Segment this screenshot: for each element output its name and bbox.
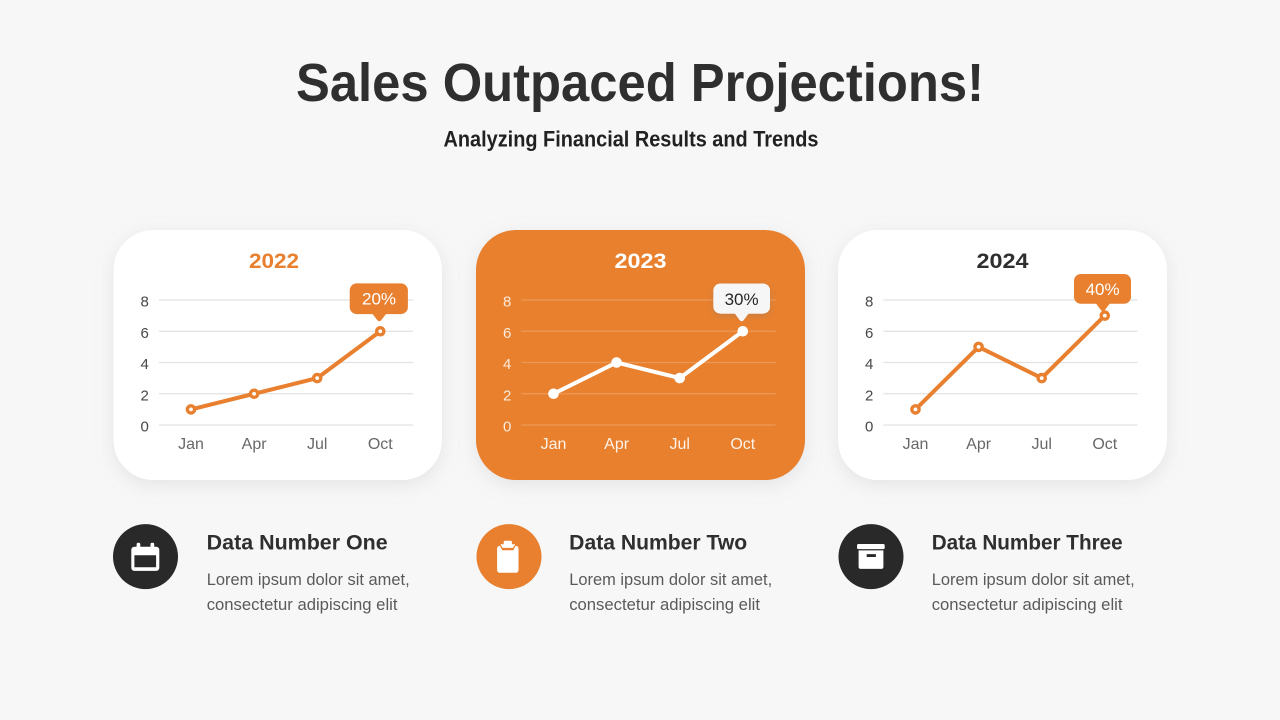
- svg-text:2022: 2022: [249, 250, 299, 273]
- svg-text:Oct: Oct: [1092, 436, 1117, 453]
- svg-text:Jul: Jul: [1031, 436, 1051, 453]
- svg-text:Data Number Two: Data Number Two: [569, 532, 747, 555]
- svg-text:Oct: Oct: [368, 436, 393, 453]
- svg-text:Lorem ipsum dolor sit amet,: Lorem ipsum dolor sit amet,: [569, 570, 772, 589]
- svg-text:Data Number Three: Data Number Three: [932, 532, 1123, 555]
- svg-text:Apr: Apr: [604, 436, 630, 453]
- svg-text:20%: 20%: [362, 290, 396, 309]
- svg-text:2: 2: [503, 387, 511, 404]
- svg-text:8: 8: [140, 294, 148, 311]
- svg-text:consectetur adipiscing elit: consectetur adipiscing elit: [569, 595, 760, 614]
- svg-text:Analyzing Financial Results an: Analyzing Financial Results and Trends: [444, 127, 819, 152]
- svg-text:4: 4: [865, 356, 873, 373]
- svg-text:2: 2: [865, 387, 873, 404]
- svg-text:40%: 40%: [1086, 280, 1120, 299]
- svg-text:Jan: Jan: [541, 436, 567, 453]
- svg-text:Oct: Oct: [730, 436, 755, 453]
- svg-text:0: 0: [865, 419, 873, 436]
- svg-text:consectetur adipiscing elit: consectetur adipiscing elit: [932, 595, 1123, 614]
- svg-text:Jan: Jan: [178, 436, 204, 453]
- svg-text:2023: 2023: [615, 250, 667, 273]
- svg-text:Apr: Apr: [966, 436, 992, 453]
- svg-text:consectetur adipiscing elit: consectetur adipiscing elit: [207, 595, 398, 614]
- svg-text:Jul: Jul: [669, 436, 689, 453]
- svg-text:2024: 2024: [977, 250, 1029, 273]
- svg-text:0: 0: [140, 419, 148, 436]
- svg-text:Lorem ipsum dolor sit amet,: Lorem ipsum dolor sit amet,: [207, 570, 410, 589]
- svg-text:Data Number One: Data Number One: [207, 532, 388, 555]
- svg-text:8: 8: [503, 294, 511, 311]
- svg-text:Sales Outpaced Projections!: Sales Outpaced Projections!: [296, 53, 984, 113]
- svg-text:6: 6: [140, 325, 148, 342]
- svg-text:30%: 30%: [725, 290, 759, 309]
- svg-text:0: 0: [503, 419, 511, 436]
- svg-text:4: 4: [503, 356, 511, 373]
- svg-text:Jan: Jan: [903, 436, 929, 453]
- svg-text:Apr: Apr: [242, 436, 268, 453]
- svg-text:2: 2: [140, 387, 148, 404]
- svg-text:Lorem ipsum dolor sit amet,: Lorem ipsum dolor sit amet,: [932, 570, 1135, 589]
- svg-text:Jul: Jul: [307, 436, 327, 453]
- svg-text:6: 6: [503, 325, 511, 342]
- svg-text:8: 8: [865, 294, 873, 311]
- svg-text:6: 6: [865, 325, 873, 342]
- svg-text:4: 4: [140, 356, 148, 373]
